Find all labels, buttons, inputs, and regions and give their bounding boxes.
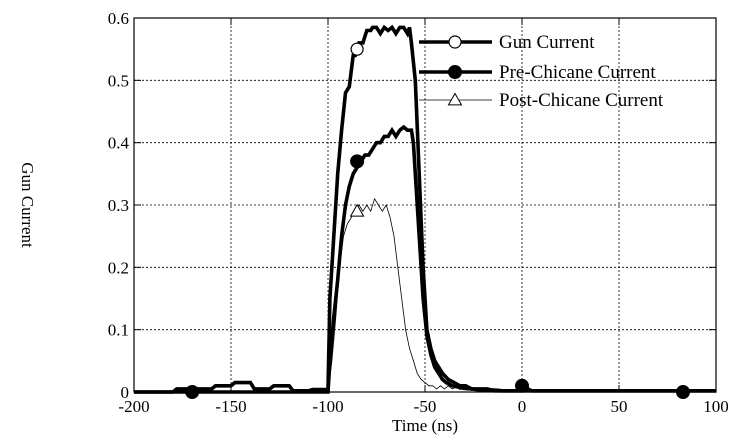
x-tick-label: 0: [518, 397, 527, 416]
legend-label: Post-Chicane Current: [499, 90, 664, 111]
series-post-chicane-current: [134, 197, 716, 393]
legend: Gun Current Pre-Chicane Current Post-Chica…: [419, 32, 664, 111]
legend-marker: [448, 35, 462, 49]
legend-label: Pre-Chicane Current: [499, 62, 656, 83]
x-tick-label: 50: [611, 397, 628, 416]
y-tick-label: 0.3: [108, 196, 129, 215]
post-chicane-current-marker: [349, 203, 365, 217]
grid: [134, 18, 716, 392]
pre-chicane-current-marker: [350, 154, 365, 169]
x-tick-label: -100: [312, 397, 343, 416]
legend-item-gun-current: Gun Current: [419, 32, 595, 53]
y-tick-label: 0.4: [108, 134, 130, 153]
ticks: [133, 17, 717, 393]
x-axis-title: Time (ns): [392, 416, 458, 435]
x-tick-label: 100: [703, 397, 729, 416]
y-tick-label: 0.5: [108, 71, 129, 90]
x-tick-labels: -200 -150 -100 -50 0 50 100: [118, 397, 728, 416]
y-tick-label: 0.6: [108, 9, 129, 28]
legend-label: Gun Current: [499, 32, 595, 53]
x-tick-label: -200: [118, 397, 149, 416]
x-tick-label: -150: [215, 397, 246, 416]
gun-current-marker: [350, 42, 364, 56]
y-axis-title: Gun Current: [18, 162, 37, 248]
legend-item-pre-chicane-current: Pre-Chicane Current: [419, 62, 656, 83]
y-tick-label: 0.2: [108, 258, 129, 277]
y-tick-labels: 0 0.1 0.2 0.3 0.4 0.5 0.6: [108, 9, 130, 402]
legend-marker: [447, 92, 463, 106]
legend-marker: [448, 65, 462, 79]
y-tick-label: 0.1: [108, 321, 129, 340]
y-tick-label: 0: [121, 383, 130, 402]
x-tick-label: -50: [414, 397, 437, 416]
legend-item-post-chicane-current: Post-Chicane Current: [419, 90, 664, 111]
